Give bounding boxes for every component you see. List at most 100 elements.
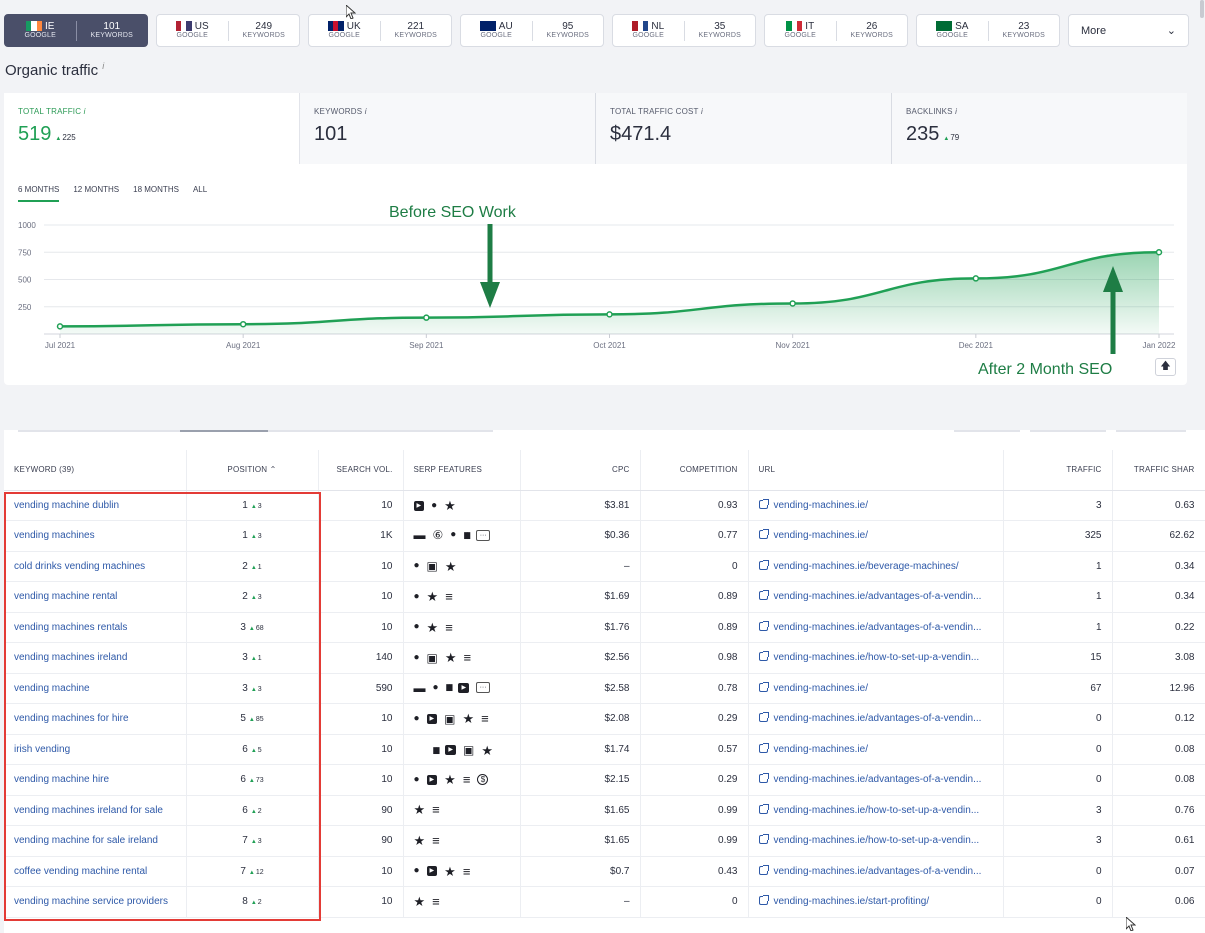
cpc-cell: –: [520, 551, 641, 582]
traffic-card: TOTAL TRAFFIC i 519225 KEYWORDS i 101 TOTAL …: [4, 93, 1187, 385]
column-header-url[interactable]: URL: [748, 450, 1004, 491]
serp-features-cell: ● ▣ ★ ≡: [403, 642, 521, 674]
position-delta: 3: [248, 533, 262, 540]
url-link[interactable]: vending-machines.ie/: [758, 529, 868, 541]
column-header-position[interactable]: POSITION ⌃: [186, 450, 319, 491]
more-dropdown[interactable]: More ⌄: [1068, 14, 1189, 47]
star-icon: ★: [444, 558, 457, 574]
keyword-link[interactable]: cold drinks vending machines: [14, 560, 146, 572]
column-header-competition[interactable]: COMPETITION: [640, 450, 749, 491]
url-link[interactable]: vending-machines.ie/how-to-set-up-a-vend…: [758, 651, 979, 663]
position-cell: 13: [186, 520, 319, 552]
youtube-icon: ▶: [426, 713, 438, 724]
url-link[interactable]: vending-machines.ie/beverage-machines/: [758, 559, 959, 572]
metric-backlinks[interactable]: BACKLINKS i 23579: [892, 93, 1187, 164]
star-icon: ★: [444, 863, 456, 879]
search-volume-cell: 10: [318, 886, 404, 918]
page-scrollbar[interactable]: [1200, 0, 1204, 18]
url-link[interactable]: vending-machines.ie/advantages-of-a-vend…: [758, 712, 981, 724]
column-header-cpc[interactable]: CPC: [520, 450, 641, 491]
competition-cell: 0.43: [640, 856, 749, 887]
data-point: [56, 323, 64, 330]
keyword-link[interactable]: vending machine hire: [14, 774, 110, 786]
table-row: vending machine for sale ireland7390★≡$1…: [4, 825, 1205, 857]
youtube-icon: ▶: [426, 774, 438, 785]
keyword-link[interactable]: irish vending: [14, 743, 71, 755]
url-link[interactable]: vending-machines.ie/advantages-of-a-vend…: [758, 590, 981, 602]
keyword-link[interactable]: vending machine service providers: [14, 896, 168, 908]
country-tab-us[interactable]: US GOOGLE 249 KEYWORDS: [156, 14, 300, 47]
map-pin-icon: ●: [413, 560, 420, 572]
url-link[interactable]: vending-machines.ie/: [758, 498, 868, 511]
period-tab-18-months[interactable]: 18 MONTHS: [133, 185, 179, 194]
country-tab-uk[interactable]: UK GOOGLE 221 KEYWORDS: [308, 14, 452, 47]
column-header-serp-features[interactable]: SERP FEATURES: [403, 450, 521, 491]
mouse-cursor-icon: [346, 5, 356, 19]
country-tab-nl[interactable]: NL GOOGLE 35 KEYWORDS: [612, 14, 756, 47]
sort-asc-icon[interactable]: ⌃: [269, 465, 277, 475]
metric-total-traffic-cost[interactable]: TOTAL TRAFFIC COST i $471.4: [596, 93, 892, 164]
data-point: [606, 311, 613, 318]
keyword-link[interactable]: vending machines: [14, 530, 95, 542]
keyword-link[interactable]: vending machine rental: [14, 591, 118, 603]
more-features-icon[interactable]: ···: [476, 529, 491, 541]
url-link[interactable]: vending-machines.ie/advantages-of-a-vend…: [758, 773, 981, 785]
traffic-cell: 67: [1003, 673, 1113, 704]
competition-cell: 0.89: [640, 581, 749, 613]
position-cell: 712: [186, 856, 319, 887]
export-button[interactable]: 🡅: [1155, 358, 1176, 376]
search-volume-cell: 590: [318, 673, 404, 704]
map-pin-icon: ●: [432, 681, 439, 693]
traffic-share-cell: 12.96: [1112, 673, 1205, 704]
flag-us-icon: [175, 21, 192, 32]
column-header-traffic-shar[interactable]: TRAFFIC SHAR: [1112, 450, 1205, 491]
star-icon: ★: [413, 802, 426, 818]
url-link[interactable]: vending-machines.ie/: [758, 742, 868, 755]
flag-uk-icon: [327, 21, 344, 32]
traffic-share-cell: 0.22: [1112, 612, 1205, 643]
metric-keywords[interactable]: KEYWORDS i 101: [300, 93, 596, 164]
keyword-link[interactable]: vending machines ireland: [14, 652, 128, 664]
column-header-search-vol[interactable]: SEARCH VOL.: [318, 450, 404, 491]
external-link-icon: [758, 620, 769, 631]
keyword-link[interactable]: vending machine: [14, 682, 90, 694]
period-tab-6-months[interactable]: 6 MONTHS: [18, 185, 60, 202]
country-tab-it[interactable]: IT GOOGLE 26 KEYWORDS: [764, 14, 908, 47]
country-tab-au[interactable]: AU GOOGLE 95 KEYWORDS: [460, 14, 604, 47]
external-link-icon: [758, 681, 769, 692]
y-tick-label: 750: [18, 248, 32, 257]
position-delta: 1: [248, 564, 262, 571]
country-tab-sa[interactable]: SA GOOGLE 23 KEYWORDS: [916, 14, 1060, 47]
search-volume-cell: 10: [318, 703, 404, 735]
url-link[interactable]: vending-machines.ie/: [758, 681, 868, 694]
metric-total-traffic[interactable]: TOTAL TRAFFIC i 519225: [4, 93, 300, 164]
url-link[interactable]: vending-machines.ie/advantages-of-a-vend…: [758, 620, 981, 633]
column-header-keyword[interactable]: KEYWORD (39): [4, 450, 187, 491]
period-tab-all[interactable]: ALL: [192, 185, 208, 194]
keyword-link[interactable]: vending machines for hire: [14, 713, 129, 725]
flag-ie-icon: [26, 21, 42, 32]
keyword-link[interactable]: vending machines ireland for sale: [14, 804, 163, 816]
url-link[interactable]: vending-machines.ie/advantages-of-a-vend…: [758, 864, 981, 877]
divider: [75, 20, 77, 41]
period-tab-12-months[interactable]: 12 MONTHS: [73, 185, 120, 194]
url-link[interactable]: vending-machines.ie/start-profiting/: [758, 895, 929, 907]
keyword-link[interactable]: vending machines rentals: [14, 621, 128, 633]
country-tab-count: 26 KEYWORDS: [850, 20, 893, 40]
position-cell: 585: [186, 703, 319, 735]
keyword-link[interactable]: vending machine for sale ireland: [14, 835, 158, 847]
more-features-icon[interactable]: ···: [476, 682, 491, 694]
position-delta: 3: [248, 838, 262, 845]
data-point: [423, 314, 430, 321]
competition-cell: 0.98: [640, 642, 749, 674]
country-tab-ie[interactable]: IE GOOGLE 101 KEYWORDS: [4, 14, 148, 47]
youtube-icon: ▶: [445, 745, 457, 755]
column-header-traffic[interactable]: TRAFFIC: [1003, 450, 1113, 491]
x-tick-label: Jan 2022: [1143, 341, 1176, 350]
metric-value: $471.4: [610, 123, 672, 145]
keyword-link[interactable]: vending machine dublin: [14, 499, 120, 511]
url-link[interactable]: vending-machines.ie/how-to-set-up-a-vend…: [758, 803, 979, 816]
url-link[interactable]: vending-machines.ie/how-to-set-up-a-vend…: [758, 834, 979, 846]
knowledge-panel-icon: ▬: [413, 680, 426, 695]
keyword-link[interactable]: coffee vending machine rental: [14, 865, 148, 877]
